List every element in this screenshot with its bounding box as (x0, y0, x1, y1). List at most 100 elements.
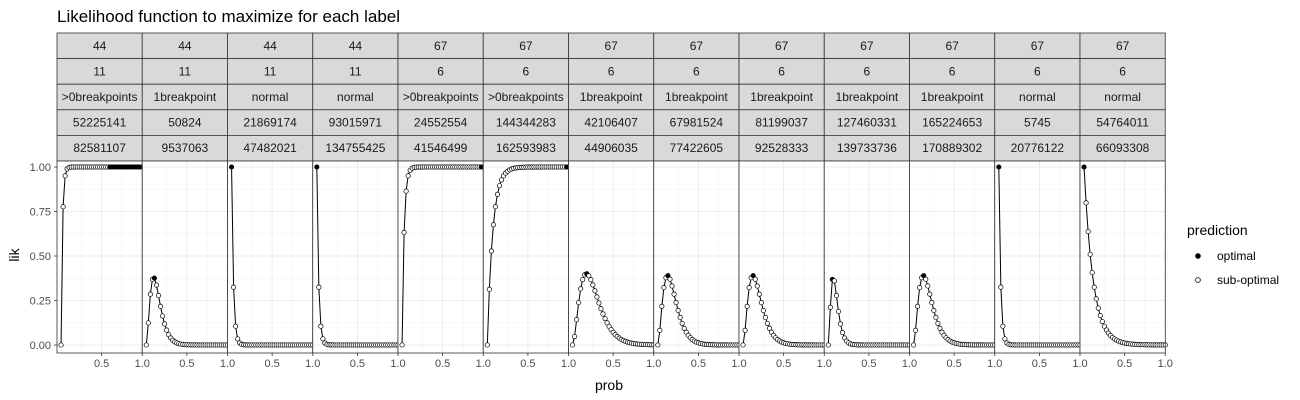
facet-strip-label: 6 (437, 64, 444, 78)
facet-strip-label: 44 (263, 39, 277, 53)
sub-optimal-point (935, 320, 941, 326)
facet-panels: 44 11 >0breakpoints 52225141 82581107 0.5 1.0 4… (30, 32, 1173, 370)
facet-strip-label: 66093308 (1096, 141, 1150, 155)
facet-strip-label: normal (252, 90, 289, 104)
facet-panel: 44 11 >0breakpoints 52225141 82581107 0.5 1.0 (56, 32, 150, 370)
facet-strip (738, 109, 825, 136)
facet-strip-label: 1breakpoint (921, 90, 984, 104)
legend: prediction optimal sub-optimal (1187, 222, 1279, 287)
x-tick-label: 1.0 (305, 358, 320, 370)
facet-strip-label: 6 (778, 64, 785, 78)
facet-strip-label: 21869174 (243, 116, 297, 130)
sub-optimal-point (756, 291, 762, 297)
facet-strip (823, 83, 910, 111)
sub-optimal-point (592, 288, 598, 294)
facet-panel: 67 6 normal 5745 20776122 0.5 1.0 (994, 32, 1088, 370)
facet-panel: 67 6 1breakpoint 127460331 139733736 0.5 1.0 (823, 32, 917, 370)
sub-optimal-point (917, 285, 923, 291)
sub-optimal-point (233, 323, 239, 329)
sub-optimal-point (655, 342, 661, 348)
facet-strip-label: 1breakpoint (580, 90, 643, 104)
sub-optimal-point (574, 317, 580, 323)
panel-background (568, 161, 654, 353)
facet-strip-label: normal (1019, 90, 1056, 104)
sub-optimal-point (1002, 336, 1008, 342)
facet-strip (56, 83, 143, 111)
panel-background (653, 161, 739, 353)
facet-strip (653, 109, 740, 136)
facet-strip (482, 134, 569, 162)
sub-optimal-point (586, 273, 592, 279)
facet-strip-label: 82581107 (73, 141, 126, 155)
facet-strip-label: 1breakpoint (836, 90, 899, 104)
sub-optimal-point (590, 282, 596, 288)
sub-optimal-point (484, 342, 490, 348)
facet-strip-label: 81199037 (755, 116, 808, 130)
x-tick-label: 0.5 (435, 358, 450, 370)
y-tick-label: 0.50 (30, 251, 51, 263)
facet-strip (568, 109, 655, 136)
sub-optimal-point (399, 342, 405, 348)
facet-strip-label: 11 (93, 64, 106, 78)
facet-strip-label: >0breakpoints (403, 90, 479, 104)
sub-optimal-point (1087, 251, 1093, 257)
facet-strip-label: >0breakpoints (488, 90, 564, 104)
sub-optimal-point (164, 327, 170, 333)
facet-panel: 67 6 1breakpoint 81199037 92528333 0.5 1.0 (738, 32, 832, 370)
sub-optimal-point (998, 284, 1004, 290)
facet-strip (312, 83, 399, 111)
x-tick-label: 0.5 (861, 358, 876, 370)
facet-strip (994, 58, 1081, 85)
optimal-point (1081, 164, 1087, 170)
sub-optimal-point (488, 248, 494, 254)
sub-optimal-point (937, 325, 943, 331)
sub-optimal-point (1097, 313, 1103, 319)
facet-strip-label: 67 (775, 39, 789, 53)
facet-strip (227, 32, 314, 60)
facet-strip-label: 6 (693, 64, 700, 78)
panel-background (398, 161, 484, 353)
facet-strip-label: 67 (519, 39, 533, 53)
facet-strip (568, 32, 655, 60)
optimal-point (314, 164, 320, 170)
sub-optimal-point (594, 294, 600, 300)
panel-background (227, 161, 313, 353)
x-tick-label: 0.5 (691, 358, 706, 370)
facet-strip (56, 58, 143, 85)
facet-strip-label: 24552554 (414, 116, 468, 130)
sub-optimal-point (405, 173, 411, 179)
panel-background (312, 161, 398, 353)
facet-strip-label: 52225141 (73, 116, 127, 130)
sub-optimal-point (933, 314, 939, 321)
sub-optimal-point (827, 304, 833, 310)
sub-optimal-point (160, 313, 166, 319)
sub-optimal-point (320, 336, 326, 342)
x-tick-label: 0.5 (94, 358, 109, 370)
x-tick-label: 1.0 (646, 358, 661, 370)
sub-optimal-point (837, 321, 844, 327)
legend-sub-optimal-label: sub-optimal (1217, 273, 1279, 287)
facet-panel: 67 6 >0breakpoints 24552554 41546499 0.5 1.0 (397, 32, 491, 370)
facet-strip-label: 44 (93, 39, 107, 53)
sub-optimal-point (661, 285, 667, 291)
x-tick-label: 1.0 (390, 358, 405, 370)
facet-strip (227, 134, 314, 162)
sub-optimal-point (1000, 323, 1006, 329)
sub-optimal-point (766, 325, 773, 331)
sub-optimal-point (1101, 323, 1107, 329)
optimal-point (229, 164, 235, 170)
sub-optimal-point (835, 308, 842, 314)
panel-background (824, 161, 910, 353)
facet-strip-label: 6 (608, 64, 615, 78)
facet-strip-label: 6 (1119, 64, 1126, 78)
sub-optimal-point (157, 303, 164, 309)
sub-optimal-point (58, 342, 64, 348)
facet-strip-label: 6 (864, 64, 871, 78)
x-tick-label: 1.0 (220, 358, 235, 370)
x-tick-label: 0.5 (947, 358, 962, 370)
facet-strip-label: 1breakpoint (665, 90, 728, 104)
sub-optimal-point (231, 284, 237, 290)
facet-strip (56, 32, 143, 60)
facet-strip (482, 109, 569, 136)
sub-optimal-point (681, 325, 687, 331)
